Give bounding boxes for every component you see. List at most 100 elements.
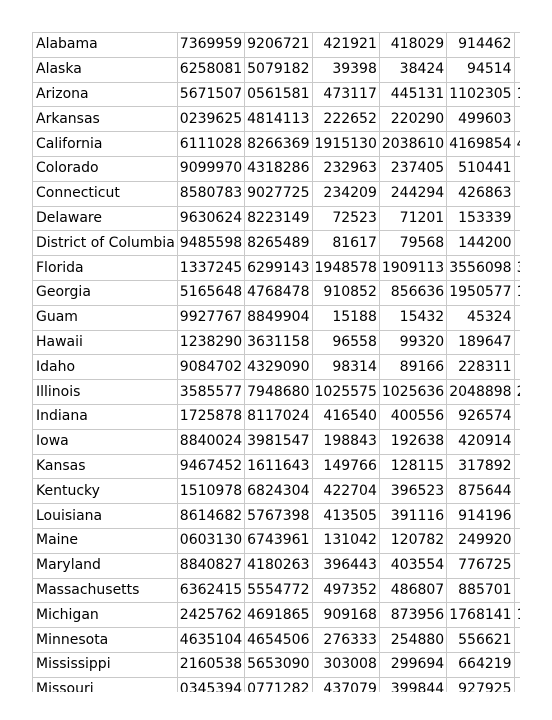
value-cell[interactable]: 1725878 bbox=[176, 403, 246, 430]
state-name-cell[interactable]: Connecticut bbox=[32, 180, 178, 207]
value-cell[interactable]: 391116 bbox=[378, 503, 448, 529]
value-cell[interactable]: 406150 bbox=[513, 428, 520, 455]
value-cell[interactable]: 8849904 bbox=[244, 304, 313, 331]
state-name-cell[interactable]: Kansas bbox=[32, 453, 178, 480]
value-cell[interactable]: 198843 bbox=[311, 428, 380, 455]
value-cell[interactable]: 413505 bbox=[311, 503, 380, 529]
value-cell[interactable]: 4318286 bbox=[244, 155, 313, 182]
value-cell[interactable]: 1025575 bbox=[311, 379, 380, 405]
value-cell[interactable]: 91351 bbox=[513, 56, 520, 83]
value-cell[interactable]: 1847395 bbox=[513, 279, 520, 306]
value-cell[interactable]: 4169854 bbox=[446, 131, 515, 157]
value-cell[interactable]: 418029 bbox=[378, 32, 448, 58]
value-cell[interactable]: 6258081 bbox=[176, 56, 246, 83]
value-cell[interactable]: 1337245 bbox=[176, 255, 246, 281]
state-name-cell[interactable]: California bbox=[32, 131, 178, 157]
state-name-cell[interactable]: Idaho bbox=[32, 354, 178, 381]
value-cell[interactable]: 885701 bbox=[446, 577, 515, 604]
value-cell[interactable]: 399844 bbox=[378, 676, 448, 692]
state-name-cell[interactable]: Iowa bbox=[32, 428, 178, 455]
value-cell[interactable]: 1025636 bbox=[378, 379, 448, 405]
value-cell[interactable]: 4814113 bbox=[244, 106, 313, 133]
value-cell[interactable]: 228069 bbox=[513, 527, 520, 554]
state-name-cell[interactable]: Indiana bbox=[32, 403, 178, 430]
value-cell[interactable]: 286915 bbox=[513, 453, 520, 480]
state-name-cell[interactable]: Louisiana bbox=[32, 503, 178, 529]
state-name-cell[interactable]: Illinois bbox=[32, 379, 178, 405]
value-cell[interactable]: 2048898 bbox=[446, 379, 515, 405]
value-cell[interactable]: 910852 bbox=[311, 279, 380, 306]
value-cell[interactable]: 396443 bbox=[311, 552, 380, 579]
value-cell[interactable]: 873956 bbox=[378, 602, 448, 629]
value-cell[interactable]: 149362 bbox=[513, 205, 520, 232]
value-cell[interactable]: 3585577 bbox=[176, 379, 246, 405]
value-cell[interactable]: 1915130 bbox=[311, 131, 380, 157]
value-cell[interactable]: 71201 bbox=[378, 205, 448, 232]
state-name-cell[interactable]: Guam bbox=[32, 304, 178, 331]
value-cell[interactable]: 857127 bbox=[513, 577, 520, 604]
value-cell[interactable]: 7948680 bbox=[244, 379, 313, 405]
value-cell[interactable]: 9485598 bbox=[176, 230, 246, 257]
value-cell[interactable]: 437079 bbox=[311, 676, 380, 692]
value-cell[interactable]: 128115 bbox=[378, 453, 448, 480]
value-cell[interactable]: 6299143 bbox=[244, 255, 313, 281]
value-cell[interactable]: 79568 bbox=[378, 230, 448, 257]
value-cell[interactable]: 0603130 bbox=[176, 527, 246, 554]
value-cell[interactable]: 4329090 bbox=[244, 354, 313, 381]
value-cell[interactable]: 8840024 bbox=[176, 428, 246, 455]
state-name-cell[interactable]: Michigan bbox=[32, 602, 178, 629]
value-cell[interactable]: 210450 bbox=[513, 354, 520, 381]
value-cell[interactable]: 6111028 bbox=[176, 131, 246, 157]
value-cell[interactable]: 1948578 bbox=[311, 255, 380, 281]
value-cell[interactable]: 192638 bbox=[378, 428, 448, 455]
value-cell[interactable]: 420914 bbox=[446, 428, 515, 455]
value-cell[interactable]: 396523 bbox=[378, 478, 448, 505]
value-cell[interactable]: 9206721 bbox=[244, 32, 313, 58]
state-name-cell[interactable]: District of Columbia bbox=[32, 230, 178, 257]
state-name-cell[interactable]: Georgia bbox=[32, 279, 178, 306]
value-cell[interactable]: 2425762 bbox=[176, 602, 246, 629]
value-cell[interactable]: 9467452 bbox=[176, 453, 246, 480]
state-name-cell[interactable]: Hawaii bbox=[32, 329, 178, 356]
value-cell[interactable]: 0561581 bbox=[244, 81, 313, 108]
value-cell[interactable]: 3981547 bbox=[244, 428, 313, 455]
value-cell[interactable]: 3487797 bbox=[513, 255, 520, 281]
value-cell[interactable]: 875644 bbox=[446, 478, 515, 505]
value-cell[interactable]: 509949 bbox=[513, 155, 520, 182]
value-cell[interactable]: 299694 bbox=[378, 651, 448, 678]
value-cell[interactable]: 237405 bbox=[378, 155, 448, 182]
state-name-cell[interactable]: Arizona bbox=[32, 81, 178, 108]
value-cell[interactable]: 144200 bbox=[446, 230, 515, 257]
value-cell[interactable]: 39398 bbox=[311, 56, 380, 83]
value-cell[interactable]: 276333 bbox=[311, 627, 380, 653]
value-cell[interactable]: 4654506 bbox=[244, 627, 313, 653]
value-cell[interactable]: 5165648 bbox=[176, 279, 246, 306]
value-cell[interactable]: 650853 bbox=[513, 651, 520, 678]
value-cell[interactable]: 317892 bbox=[446, 453, 515, 480]
value-cell[interactable]: 232963 bbox=[311, 155, 380, 182]
value-cell[interactable]: 8840827 bbox=[176, 552, 246, 579]
value-cell[interactable]: 1909113 bbox=[378, 255, 448, 281]
value-cell[interactable]: 1950577 bbox=[446, 279, 515, 306]
value-cell[interactable]: 8223149 bbox=[244, 205, 313, 232]
value-cell[interactable]: 8266369 bbox=[244, 131, 313, 157]
value-cell[interactable]: 4691865 bbox=[244, 602, 313, 629]
state-name-cell[interactable]: Maine bbox=[32, 527, 178, 554]
value-cell[interactable]: 303008 bbox=[311, 651, 380, 678]
value-cell[interactable]: 4180263 bbox=[244, 552, 313, 579]
value-cell[interactable]: 416540 bbox=[311, 403, 380, 430]
value-cell[interactable]: 9630624 bbox=[176, 205, 246, 232]
value-cell[interactable]: 5671507 bbox=[176, 81, 246, 108]
value-cell[interactable]: 89166 bbox=[378, 354, 448, 381]
state-name-cell[interactable]: Massachusetts bbox=[32, 577, 178, 604]
value-cell[interactable]: 2020820 bbox=[513, 379, 520, 405]
value-cell[interactable]: 2160538 bbox=[176, 651, 246, 678]
value-cell[interactable]: 141209 bbox=[513, 230, 520, 257]
value-cell[interactable]: 4635104 bbox=[176, 627, 246, 653]
value-cell[interactable]: 1611643 bbox=[244, 453, 313, 480]
value-cell[interactable]: 400556 bbox=[378, 403, 448, 430]
value-cell[interactable]: 909168 bbox=[311, 602, 380, 629]
value-cell[interactable]: 96558 bbox=[311, 329, 380, 356]
value-cell[interactable]: 228311 bbox=[446, 354, 515, 381]
value-cell[interactable]: 7369959 bbox=[176, 32, 246, 58]
